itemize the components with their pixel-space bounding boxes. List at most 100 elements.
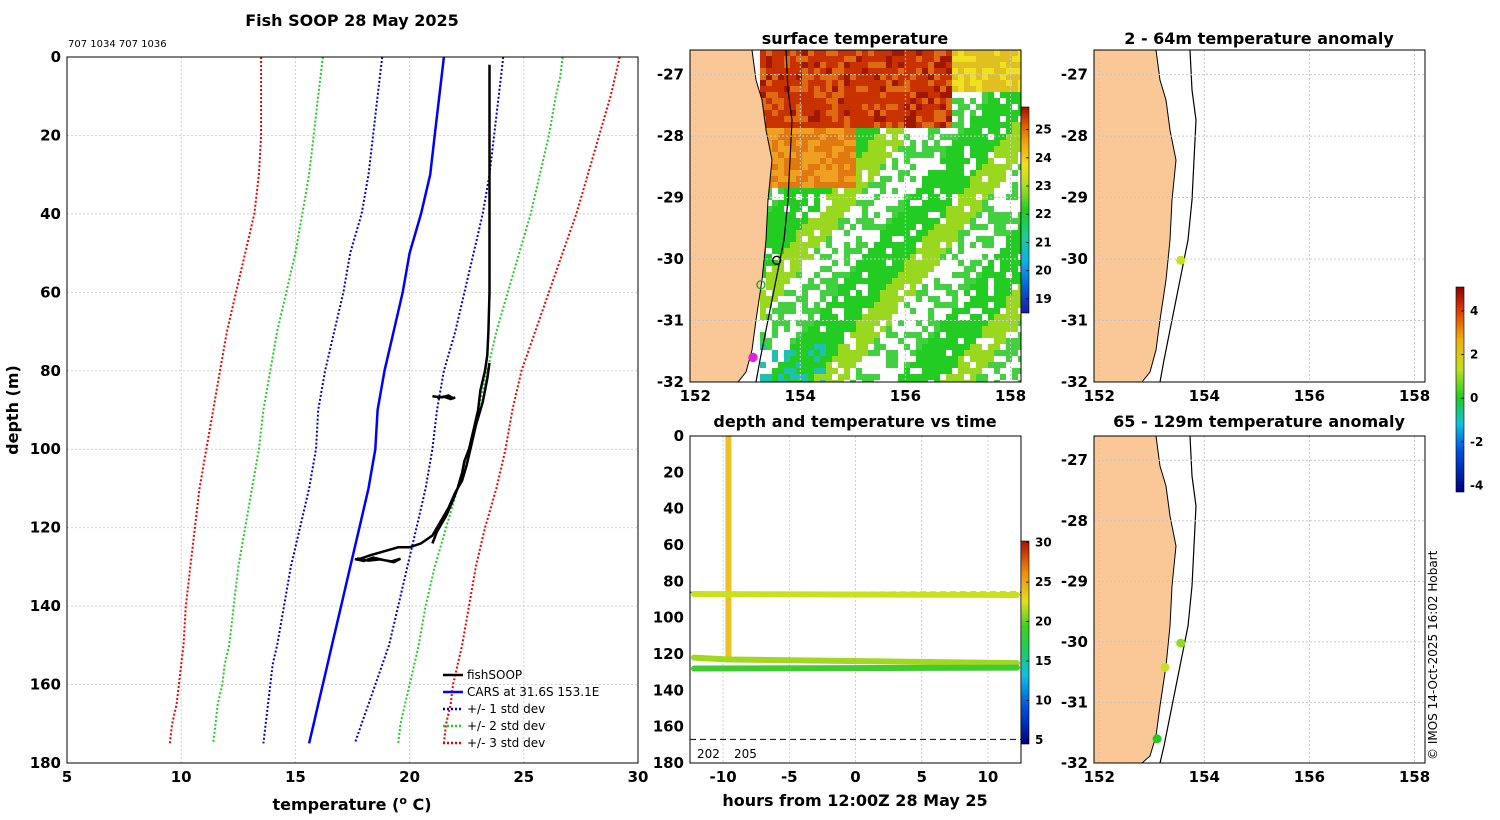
sst-heatmap-cell [1000, 320, 1006, 326]
sst-heatmap-cell [916, 296, 922, 302]
sst-heatmap-cell [862, 362, 868, 368]
sst-heatmap-cell [946, 50, 952, 56]
sst-heatmap-cell [880, 248, 886, 254]
anomaly-lower-x-ticks: 152 154 156 158 [1084, 768, 1431, 786]
sst-heatmap-cell [922, 68, 928, 74]
sst-heatmap-cell [994, 368, 1000, 374]
sst-heatmap-cell [850, 98, 856, 104]
sst-heatmap-cell [778, 302, 784, 308]
sst-heatmap-cell [802, 224, 808, 230]
sst-heatmap-cell [796, 188, 802, 194]
sst-heatmap-cell [940, 350, 946, 356]
sst-heatmap-cell [1012, 242, 1018, 248]
sst-heatmap-cell [940, 104, 946, 110]
sst-heatmap-cell [874, 56, 880, 62]
sst-heatmap-cell [964, 134, 970, 140]
sst-heatmap-cell [838, 272, 844, 278]
sst-heatmap-cell [868, 374, 874, 380]
sst-heatmap-cell [946, 254, 952, 260]
sst-heatmap-cell [1006, 98, 1012, 104]
sst-heatmap-cell [898, 80, 904, 86]
sst-heatmap-cell [886, 68, 892, 74]
sst-heatmap-cell [796, 380, 802, 382]
sst-heatmap-cell [868, 170, 874, 176]
sst-heatmap-cell [772, 62, 778, 68]
sst-heatmap-cell [988, 284, 994, 290]
sst-heatmap-cell [796, 326, 802, 332]
sst-heatmap-cell [838, 134, 844, 140]
sst-heatmap-cell [796, 92, 802, 98]
sst-heatmap-cell [856, 152, 862, 158]
sst-heatmap-cell [886, 242, 892, 248]
sst-heatmap-cell [880, 92, 886, 98]
sst-heatmap-cell [838, 194, 844, 200]
sst-heatmap-cell [1000, 260, 1006, 266]
sst-heatmap-cell [826, 188, 832, 194]
sst-heatmap-cell [1006, 116, 1012, 122]
sst-heatmap-cell [982, 200, 988, 206]
sst-heatmap-cell [934, 188, 940, 194]
sst-heatmap-cell [862, 182, 868, 188]
sst-heatmap-cell [862, 200, 868, 206]
sst-heatmap-cell [982, 278, 988, 284]
sst-heatmap-cell [856, 296, 862, 302]
sst-heatmap-cell [964, 242, 970, 248]
sst-heatmap-cell [880, 278, 886, 284]
sst-heatmap-cell [886, 188, 892, 194]
sst-heatmap-cell [928, 158, 934, 164]
sst-heatmap-cell [892, 278, 898, 284]
sst-heatmap-cell [892, 380, 898, 382]
sst-heatmap-cell [988, 80, 994, 86]
sst-heatmap-cell [994, 56, 1000, 62]
anomaly-lower-land [1094, 436, 1177, 763]
sst-heatmap-cell [778, 278, 784, 284]
sst-heatmap-cell [826, 194, 832, 200]
sst-heatmap-cell [880, 206, 886, 212]
sst-heatmap-cell [910, 380, 916, 382]
sst-heatmap-cell [1018, 326, 1021, 332]
sst-heatmap-cell [868, 176, 874, 182]
sst-heatmap-cell [922, 110, 928, 116]
sst-heatmap-cell [1006, 50, 1012, 56]
sst-heatmap-cell [970, 176, 976, 182]
sst-heatmap-cell [970, 62, 976, 68]
sst-heatmap-cell [946, 230, 952, 236]
sst-heatmap-cell [802, 68, 808, 74]
sst-heatmap-cell [808, 194, 814, 200]
depth-time-colorbar-tick-label: 5 [1035, 733, 1043, 747]
sst-heatmap-cell [808, 260, 814, 266]
sst-heatmap-cell [856, 80, 862, 86]
sst-heatmap-cell [910, 134, 916, 140]
anomaly-upper-frame [1093, 49, 1426, 383]
sst-heatmap-cell [1018, 236, 1021, 242]
sst-heatmap-cell [760, 374, 766, 380]
sst-heatmap-cell [814, 152, 820, 158]
sst-heatmap-cell [928, 296, 934, 302]
sst-heatmap-cell [796, 332, 802, 338]
profile-ytick-label: 60 [40, 283, 61, 301]
sst-heatmap-cell [838, 116, 844, 122]
sst-heatmap-cell [946, 272, 952, 278]
sst-heatmap-cell [838, 326, 844, 332]
sst-heatmap-cell [844, 56, 850, 62]
sst-heatmap-cell [772, 272, 778, 278]
sst-heatmap-cell [1018, 248, 1021, 254]
sst-heatmap-cell [874, 230, 880, 236]
sst-heatmap-cell [1012, 140, 1018, 146]
sst-heatmap-cell [922, 128, 928, 134]
sst-heatmap-cell [772, 278, 778, 284]
sst-heatmap-cell [898, 314, 904, 320]
depth-time-colorbar-tick-label: 10 [1035, 694, 1052, 708]
sst-heatmap-cell [1018, 152, 1021, 158]
sst-heatmap-cell [874, 350, 880, 356]
sst-heatmap-cell [868, 290, 874, 296]
sst-heatmap-cell [790, 206, 796, 212]
sst-heatmap-cell [1000, 254, 1006, 260]
sst-heatmap-cell [934, 248, 940, 254]
sst-heatmap-cell [916, 194, 922, 200]
sst-heatmap-cell [958, 374, 964, 380]
sst-heatmap-cell [910, 254, 916, 260]
sst-heatmap-cell [880, 332, 886, 338]
sst-heatmap-cell [802, 314, 808, 320]
sst-heatmap-cell [778, 116, 784, 122]
